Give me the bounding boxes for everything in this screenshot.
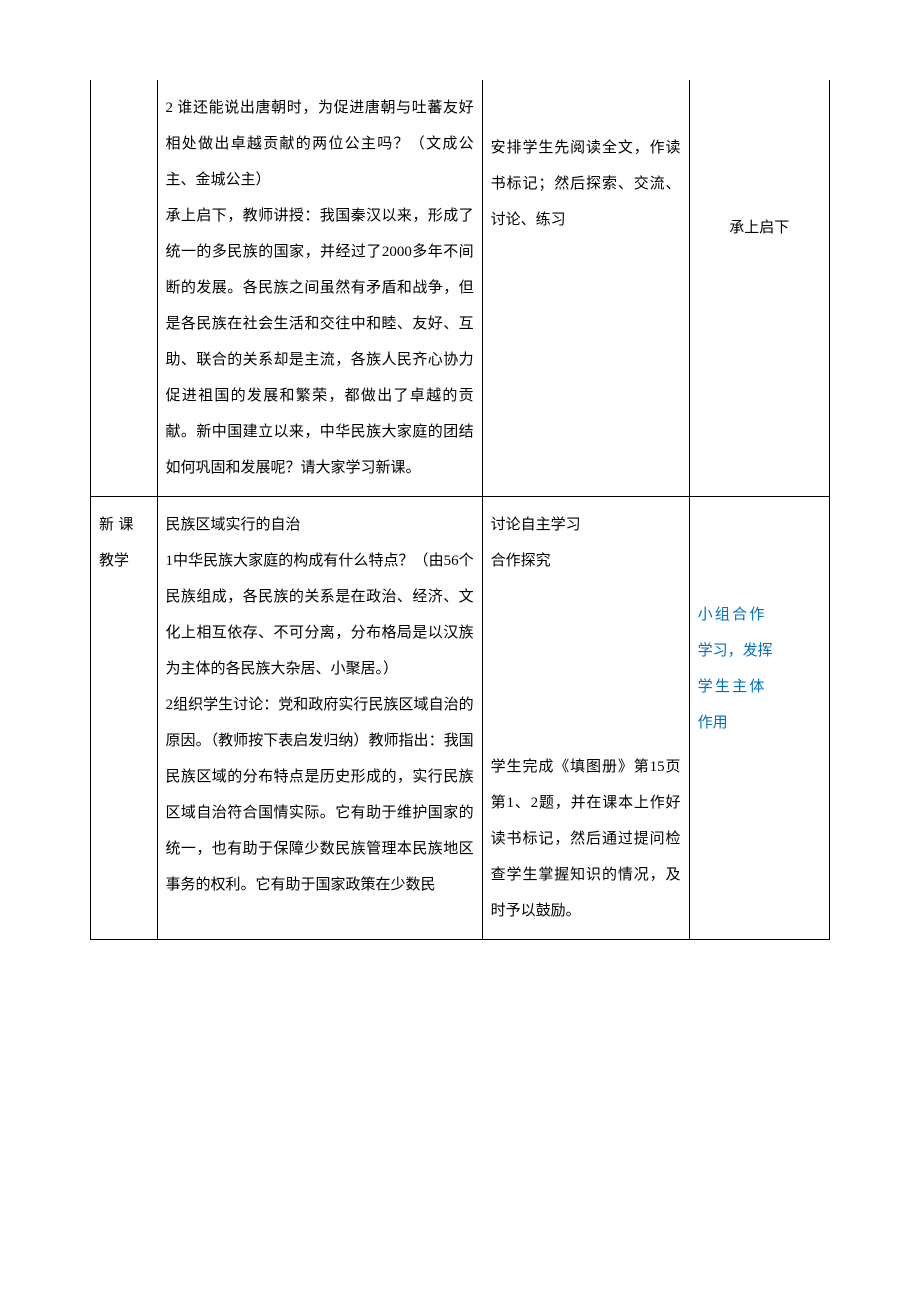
content-paragraph: 安排学生先阅读全文，作读书标记；然后探索、交流、讨论、练习	[491, 130, 681, 238]
content-paragraph: 2 谁还能说出唐朝时，为促进唐朝与吐蕃友好相处做出卓越贡献的两位公主吗？（文成公…	[166, 90, 474, 198]
section-label: 教学	[99, 543, 149, 579]
highlight-line: 小组合作	[698, 597, 821, 633]
row2-col4: 小组合作 学习，发挥 学生主体 作用	[689, 497, 829, 940]
content-paragraph: 学生完成《填图册》第15页第1、2题，并在课本上作好读书标记，然后通过提问检查学…	[491, 749, 681, 929]
content-paragraph: 2组织学生讨论：党和政府实行民族区域自治的原因。（教师按下表启发归纳）教师指出：…	[166, 687, 474, 903]
section-label: 新课	[99, 507, 149, 543]
row1-col3: 安排学生先阅读全文，作读书标记；然后探索、交流、讨论、练习	[482, 80, 689, 497]
row1-col1	[91, 80, 158, 497]
row1-col2: 2 谁还能说出唐朝时，为促进唐朝与吐蕃友好相处做出卓越贡献的两位公主吗？（文成公…	[157, 80, 482, 497]
highlight-text: 小组合作 学习，发挥 学生主体 作用	[698, 597, 821, 741]
content-paragraph: 讨论自主学习	[491, 507, 681, 543]
row2-col3: 讨论自主学习 合作探究 学生完成《填图册》第15页第1、2题，并在课本上作好读书…	[482, 497, 689, 940]
row2-col1: 新课 教学	[91, 497, 158, 940]
highlight-line: 作用	[698, 705, 821, 741]
row2-col2: 民族区域实行的自治 1中华民族大家庭的构成有什么特点？（由56个民族组成，各民族…	[157, 497, 482, 940]
content-paragraph: 承上启下，教师讲授：我国秦汉以来，形成了统一的多民族的国家，并经过了2000多年…	[166, 198, 474, 486]
content-paragraph: 1中华民族大家庭的构成有什么特点？（由56个民族组成，各民族的关系是在政治、经济…	[166, 543, 474, 687]
table-row: 新课 教学 民族区域实行的自治 1中华民族大家庭的构成有什么特点？（由56个民族…	[91, 497, 830, 940]
content-paragraph: 民族区域实行的自治	[166, 507, 474, 543]
table-row: 2 谁还能说出唐朝时，为促进唐朝与吐蕃友好相处做出卓越贡献的两位公主吗？（文成公…	[91, 80, 830, 497]
highlight-line: 学生主体	[698, 669, 821, 705]
content-label: 承上启下	[698, 210, 821, 246]
content-paragraph: 合作探究	[491, 543, 681, 579]
highlight-line: 学习，发挥	[698, 633, 821, 669]
lesson-plan-table: 2 谁还能说出唐朝时，为促进唐朝与吐蕃友好相处做出卓越贡献的两位公主吗？（文成公…	[90, 80, 830, 940]
row1-col4: 承上启下	[689, 80, 829, 497]
